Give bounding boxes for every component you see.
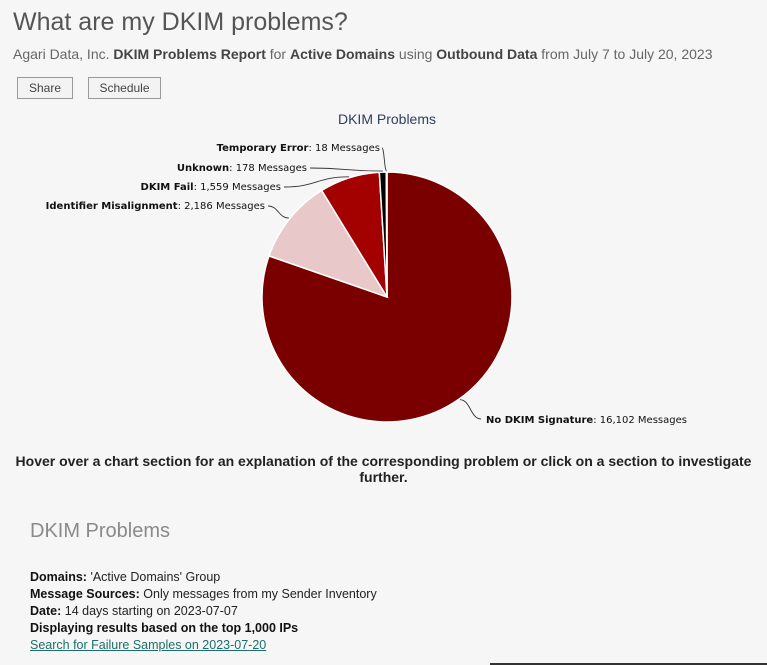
connector-line — [309, 167, 383, 172]
details-panel: DKIM Problems Domains: 'Active Domains' … — [30, 520, 377, 654]
domain-group: Active Domains — [289, 46, 396, 62]
date-value: 14 days starting on 2023-07-07 — [64, 604, 238, 618]
page-title: What are my DKIM problems? — [13, 8, 348, 36]
for-text: for — [269, 46, 287, 62]
connector-line — [283, 176, 350, 188]
slice-label: No DKIM Signature: 16,102 Messages — [486, 415, 687, 426]
date-range: from July 7 to July 20, 2023 — [541, 46, 713, 62]
data-type: Outbound Data — [436, 46, 538, 62]
company-name: Agari Data, Inc. — [13, 46, 110, 62]
slice-label: Unknown: 178 Messages — [177, 163, 307, 174]
domains-value: 'Active Domains' Group — [90, 570, 221, 584]
domains-row: Domains: 'Active Domains' Group — [30, 569, 377, 586]
sources-value: Only messages from my Sender Inventory — [143, 587, 377, 601]
pie-slice-temporary-error[interactable] — [385, 171, 388, 298]
report-subtitle: Agari Data, Inc. DKIM Problems Report fo… — [13, 46, 712, 62]
schedule-button[interactable]: Schedule — [88, 77, 161, 99]
connector-line — [267, 205, 289, 219]
results-note: Displaying results based on the top 1,00… — [30, 621, 299, 635]
dkim-problems-pie-chart: DKIM Problems No DKIM Signature: 16,102 … — [46, 111, 687, 426]
report-name: DKIM Problems Report — [113, 46, 266, 62]
using-text: using — [398, 46, 433, 62]
slice-label: Temporary Error: 18 Messages — [217, 143, 380, 154]
domains-label: Domains: — [30, 570, 87, 584]
sources-row: Message Sources: Only messages from my S… — [30, 586, 377, 603]
chart-hint: Hover over a chart section for an explan… — [15, 453, 752, 485]
details-heading: DKIM Problems — [30, 520, 171, 542]
slice-label: Identifier Misalignment: 2,186 Messages — [46, 201, 265, 212]
sources-label: Message Sources: — [30, 587, 140, 601]
date-row: Date: 14 days starting on 2023-07-07 — [30, 603, 377, 620]
share-button[interactable]: Share — [17, 77, 73, 99]
divider — [490, 663, 767, 665]
date-label: Date: — [30, 604, 62, 618]
pie-slice-identifier-misalignment[interactable] — [268, 189, 389, 299]
connector-line — [381, 147, 388, 172]
slice-label: DKIM Fail: 1,559 Messages — [141, 182, 281, 193]
connector-line — [459, 399, 482, 420]
failure-samples-link[interactable]: Search for Failure Samples on 2023-07-20 — [30, 638, 267, 652]
chart-title: DKIM Problems — [338, 111, 436, 127]
